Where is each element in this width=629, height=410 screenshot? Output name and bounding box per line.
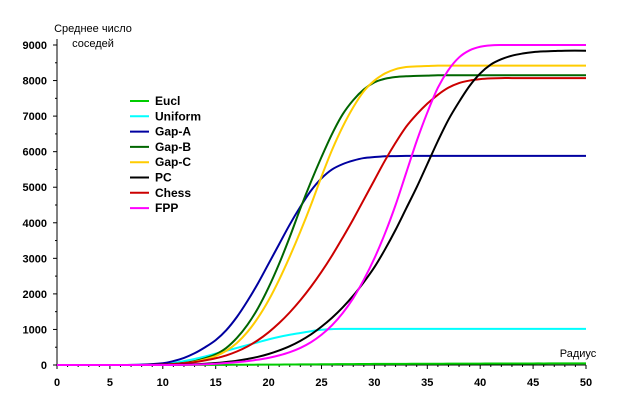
series-line-chess <box>57 77 586 367</box>
y-axis-title-line: соседей <box>72 38 114 50</box>
series-line-gap-c <box>57 64 586 367</box>
legend-label-pc: PC <box>155 171 172 185</box>
y-axis-title-line: Среднее число <box>54 23 132 35</box>
legend-label-fpp: FPP <box>155 201 178 215</box>
x-axis-title: Радиус <box>560 348 597 360</box>
y-tick-label: 5000 <box>23 182 47 194</box>
series-line-uniform <box>57 327 586 367</box>
x-tick-label: 0 <box>54 377 60 389</box>
axes: 0 5 10 15 20 25 30 35 40 45 50 0 1000 2000 3000 4000 500… <box>23 39 592 389</box>
legend-label-chess: Chess <box>155 186 191 200</box>
series-layer <box>57 43 587 367</box>
legend-label-eucl: Eucl <box>155 94 180 108</box>
y-tick-label: 0 <box>41 360 47 372</box>
x-tick-label: 25 <box>315 377 327 389</box>
series-line-gap-b <box>57 74 586 367</box>
x-tick-label: 40 <box>474 377 486 389</box>
legend-label-gap-c: Gap-C <box>155 155 191 169</box>
y-tick-label: 4000 <box>23 218 47 230</box>
y-tick-label: 3000 <box>23 253 47 265</box>
axis-titles: Среднее число соседей Радиус <box>54 23 597 360</box>
y-tick-label: 9000 <box>23 40 47 52</box>
x-tick-label: 35 <box>421 377 433 389</box>
legend-label-uniform: Uniform <box>155 109 201 123</box>
y-tick-label: 2000 <box>23 289 47 301</box>
y-tick-label: 1000 <box>23 324 47 336</box>
legend-label-gap-a: Gap-A <box>155 125 191 139</box>
x-tick-label: 10 <box>157 377 169 389</box>
x-tick-label: 50 <box>580 377 592 389</box>
legend-label-gap-b: Gap-B <box>155 140 191 154</box>
series-line-fpp <box>57 43 586 367</box>
y-tick-label: 6000 <box>23 147 47 159</box>
series-line-gap-a <box>57 154 586 367</box>
x-tick-label: 20 <box>262 377 274 389</box>
x-tick-label: 45 <box>527 377 539 389</box>
x-tick-label: 30 <box>368 377 380 389</box>
y-tick-label: 7000 <box>23 111 47 123</box>
y-tick-label: 8000 <box>23 76 47 88</box>
x-tick-label: 5 <box>107 377 113 389</box>
x-tick-label: 15 <box>210 377 222 389</box>
